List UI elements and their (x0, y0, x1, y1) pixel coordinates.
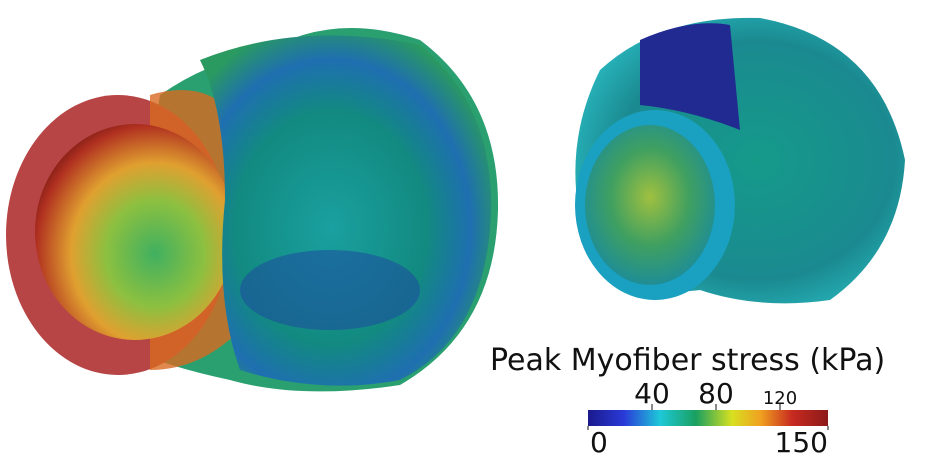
colorbar-gradient (588, 410, 828, 426)
right-heart (575, 18, 905, 303)
tick-label: 40 (634, 377, 670, 410)
tick-label: 150 (775, 426, 828, 457)
colorbar: Peak Myofiber stress (kPa) 40 80 120 0 150 (490, 343, 885, 457)
tick-label: 0 (590, 426, 608, 457)
tick-label: 120 (763, 388, 797, 409)
tick-label: 80 (698, 377, 734, 410)
figure: Peak Myofiber stress (kPa) 40 80 120 0 150 (0, 0, 930, 457)
left-heart (6, 28, 498, 391)
colorbar-title: Peak Myofiber stress (kPa) (490, 343, 885, 378)
